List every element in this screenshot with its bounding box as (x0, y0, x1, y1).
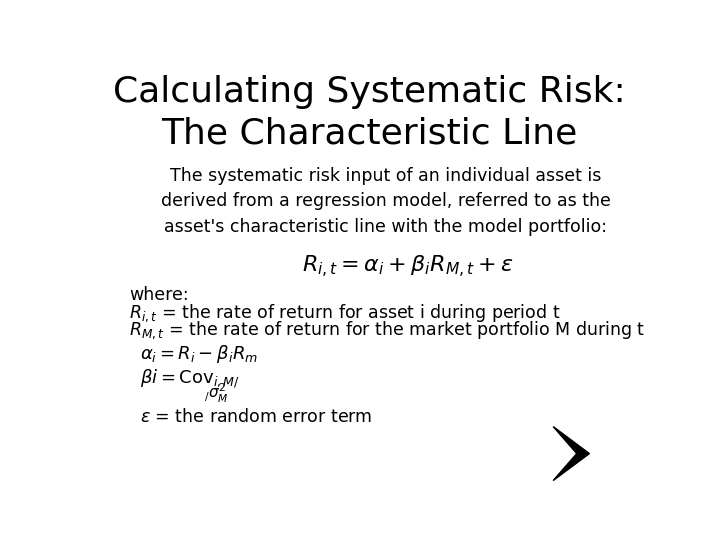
Text: derived from a regression model, referred to as the: derived from a regression model, referre… (161, 192, 611, 211)
Text: $R_{i,t} = \alpha_i + \beta_i R_{M,t} + \varepsilon$: $R_{i,t} = \alpha_i + \beta_i R_{M,t} + … (302, 254, 514, 280)
Text: where:: where: (129, 286, 189, 304)
Polygon shape (553, 427, 590, 481)
Text: $\alpha_i = R_i - \beta_i R_m$: $\alpha_i = R_i - \beta_i R_m$ (140, 343, 258, 366)
Text: $R_{M,t}$ = the rate of return for the market portfolio M during t: $R_{M,t}$ = the rate of return for the m… (129, 319, 645, 341)
Text: $\varepsilon$ = the random error term: $\varepsilon$ = the random error term (140, 408, 372, 426)
Text: asset's characteristic line with the model portfolio:: asset's characteristic line with the mod… (164, 218, 607, 236)
Text: The systematic risk input of an individual asset is: The systematic risk input of an individu… (170, 167, 601, 185)
Text: Calculating Systematic Risk:: Calculating Systematic Risk: (112, 75, 626, 109)
Text: $_{/}\sigma_M^2$: $_{/}\sigma_M^2$ (204, 382, 229, 405)
Text: The Characteristic Line: The Characteristic Line (161, 117, 577, 151)
Text: $R_{i,t}$ = the rate of return for asset i during period t: $R_{i,t}$ = the rate of return for asset… (129, 302, 560, 324)
Text: $\beta i  = \mathrm{Cov}_{i,M/}$: $\beta i = \mathrm{Cov}_{i,M/}$ (140, 368, 240, 390)
